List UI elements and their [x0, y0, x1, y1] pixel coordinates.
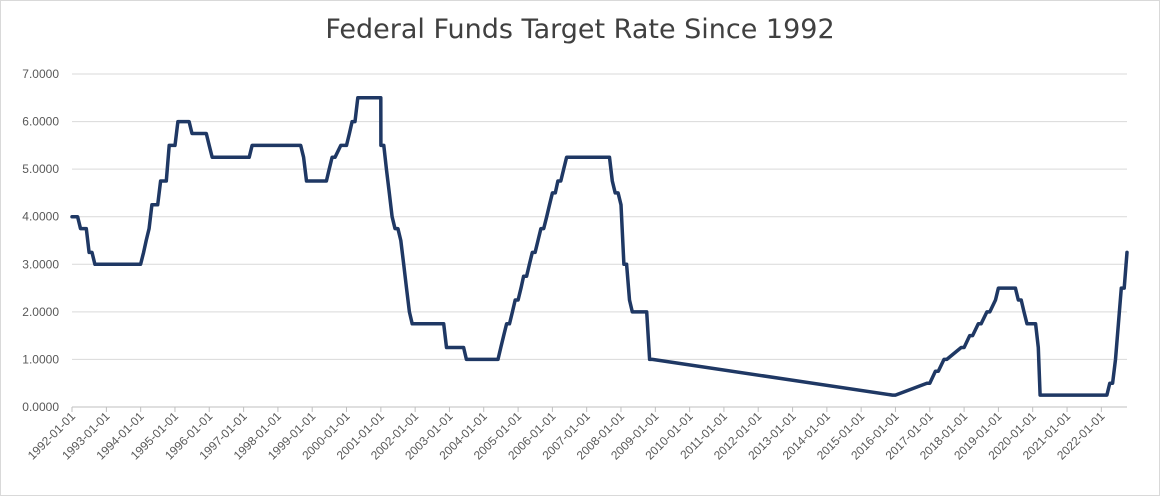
y-tick-label: 1.0000	[22, 352, 59, 366]
y-tick-label: 6.0000	[22, 115, 59, 129]
series-group	[70, 96, 1129, 397]
y-tick-label: 3.0000	[22, 257, 59, 271]
x-axis: 1992-01-011993-01-011994-01-011995-01-01…	[25, 406, 1127, 463]
y-tick-label: 4.0000	[22, 210, 59, 224]
y-tick-label: 5.0000	[22, 162, 59, 176]
y-tick-label: 0.0000	[22, 400, 59, 414]
series-line	[70, 96, 1129, 397]
chart-title: Federal Funds Target Rate Since 1992	[325, 14, 835, 45]
y-tick-label: 2.0000	[22, 305, 59, 319]
y-axis: 0.0000 1.0000 2.0000 3.0000 4.0000 5.0000 6.00…	[22, 67, 59, 414]
gridlines	[72, 73, 1127, 360]
y-tick-label: 7.0000	[22, 67, 59, 81]
